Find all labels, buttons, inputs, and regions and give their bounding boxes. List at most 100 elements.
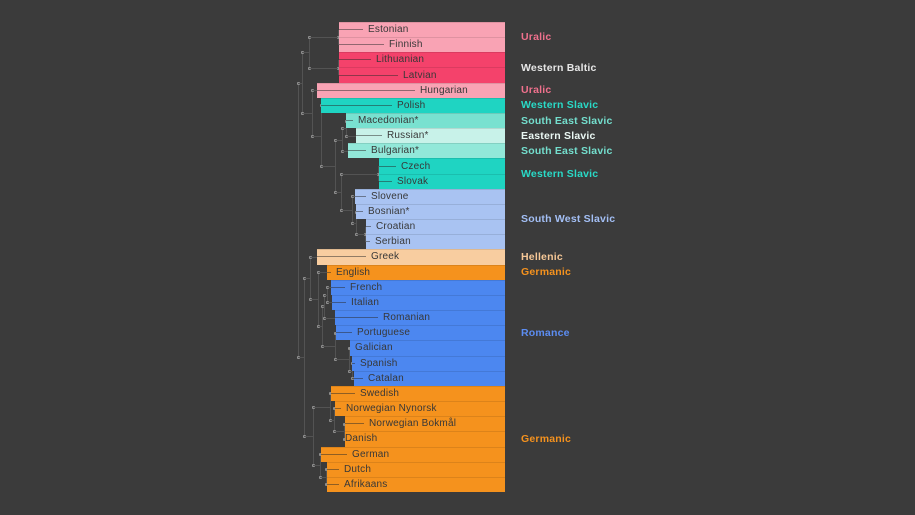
tree-node-dot bbox=[333, 407, 336, 411]
tree-branch-vertical bbox=[344, 423, 345, 439]
language-label: Macedonian* bbox=[358, 115, 419, 127]
family-label-germanic: Germanic bbox=[521, 432, 572, 445]
language-band-romanian bbox=[335, 310, 505, 326]
tree-branch-horizontal bbox=[322, 346, 335, 347]
language-label: Finnish bbox=[389, 39, 423, 51]
tree-branch-vertical bbox=[335, 139, 336, 192]
tree-branch-horizontal bbox=[312, 135, 321, 137]
tree-branch-vertical bbox=[327, 287, 328, 303]
leaf-tick bbox=[335, 408, 341, 410]
language-band-portuguese bbox=[336, 325, 505, 341]
tree-branch-horizontal bbox=[298, 82, 302, 84]
leaf-tick bbox=[346, 120, 353, 122]
leaf-tick bbox=[327, 468, 339, 470]
tree-branch-horizontal bbox=[322, 306, 324, 308]
leaf-tick bbox=[336, 332, 352, 334]
language-label: Galician bbox=[355, 342, 393, 354]
tree-branch-horizontal bbox=[334, 431, 344, 433]
language-band-danish bbox=[345, 431, 505, 447]
tree-branch-vertical bbox=[322, 306, 323, 346]
family-label-western-slavic: Western Slavic bbox=[521, 167, 599, 180]
tree-branch-horizontal bbox=[324, 294, 327, 296]
tree-branch-vertical bbox=[326, 469, 327, 485]
tree-node-dot bbox=[377, 172, 380, 176]
tree-branch-horizontal bbox=[318, 272, 327, 274]
family-label-germanic: Germanic bbox=[521, 266, 572, 279]
tree-branch-vertical bbox=[309, 37, 310, 68]
tree-branch-horizontal bbox=[327, 287, 331, 289]
tree-branch-horizontal bbox=[310, 256, 317, 258]
family-label-western-baltic: Western Baltic bbox=[521, 61, 597, 74]
tree-branch-horizontal bbox=[352, 378, 354, 380]
language-label: Portuguese bbox=[357, 327, 411, 339]
tree-branch-horizontal bbox=[310, 299, 318, 301]
language-label: Italian bbox=[351, 296, 380, 308]
language-band-spanish bbox=[352, 355, 505, 371]
language-band-swedish bbox=[331, 385, 505, 402]
language-label: Croatian bbox=[376, 221, 416, 233]
tree-branch-vertical bbox=[352, 196, 353, 223]
tree-branch-vertical bbox=[334, 408, 335, 432]
language-label: Afrikaans bbox=[344, 478, 388, 490]
language-band-finnish bbox=[339, 37, 505, 53]
leaf-tick bbox=[354, 377, 363, 379]
language-band-dutch bbox=[327, 461, 505, 477]
language-band-french bbox=[331, 279, 505, 295]
tree-branch-horizontal bbox=[341, 209, 352, 211]
leaf-tick bbox=[339, 29, 363, 31]
tree-branch-horizontal bbox=[302, 52, 309, 54]
language-band-bulgarian- bbox=[348, 143, 505, 159]
tree-branch-vertical bbox=[312, 90, 313, 136]
tree-branch-horizontal bbox=[327, 302, 332, 304]
language-band-macedonian- bbox=[346, 112, 505, 129]
language-label: Slovene bbox=[371, 190, 409, 202]
language-band-italian bbox=[332, 294, 505, 311]
tree-branch-horizontal bbox=[342, 150, 348, 152]
language-label: Catalan bbox=[368, 372, 404, 384]
family-label-uralic: Uralic bbox=[521, 31, 552, 44]
tree-branch-horizontal bbox=[324, 317, 335, 319]
language-band-serbian bbox=[366, 234, 505, 250]
leaf-tick bbox=[366, 226, 371, 228]
language-band-bosnian- bbox=[356, 203, 505, 220]
tree-branch-horizontal bbox=[320, 476, 326, 478]
leaf-tick bbox=[332, 301, 346, 303]
tree-branch-horizontal bbox=[335, 359, 349, 361]
tree-branch-horizontal bbox=[335, 139, 342, 141]
language-label: Romanian bbox=[383, 312, 431, 324]
tree-branch-horizontal bbox=[330, 419, 334, 421]
tree-node-dot bbox=[343, 437, 346, 441]
tree-branch-vertical bbox=[304, 278, 305, 436]
language-label: Latvian bbox=[403, 69, 437, 81]
leaf-tick bbox=[348, 150, 366, 152]
tree-branch-vertical bbox=[335, 332, 336, 360]
tree-branch-horizontal bbox=[349, 370, 352, 372]
leaf-tick bbox=[331, 286, 345, 288]
language-label: Bulgarian* bbox=[371, 145, 420, 157]
tree-branch-vertical bbox=[341, 173, 342, 210]
tree-branch-horizontal bbox=[356, 234, 365, 236]
tree-node-dot bbox=[319, 452, 322, 456]
tree-branch-vertical bbox=[310, 256, 311, 300]
language-label: Danish bbox=[345, 433, 378, 445]
language-band-german bbox=[321, 446, 505, 462]
language-band-slovene bbox=[355, 188, 505, 204]
tree-branch-horizontal bbox=[341, 173, 378, 175]
tree-branch-horizontal bbox=[302, 112, 312, 114]
language-band-greek bbox=[317, 249, 505, 265]
language-label: Spanish bbox=[360, 357, 398, 369]
tree-node-dot bbox=[348, 346, 351, 350]
language-band-estonian bbox=[339, 22, 505, 38]
language-label: Polish bbox=[397, 99, 426, 111]
leaf-tick bbox=[355, 195, 366, 197]
tree-branch-horizontal bbox=[313, 406, 330, 408]
tree-branch-horizontal bbox=[352, 222, 356, 224]
leaf-tick bbox=[356, 135, 382, 137]
language-label: Dutch bbox=[344, 463, 372, 475]
leaf-tick bbox=[317, 256, 366, 258]
language-band-czech bbox=[379, 158, 505, 174]
leaf-tick bbox=[379, 165, 396, 167]
leaf-tick bbox=[335, 317, 378, 319]
tree-branch-horizontal bbox=[342, 128, 346, 130]
tree-branch-vertical bbox=[349, 347, 350, 371]
